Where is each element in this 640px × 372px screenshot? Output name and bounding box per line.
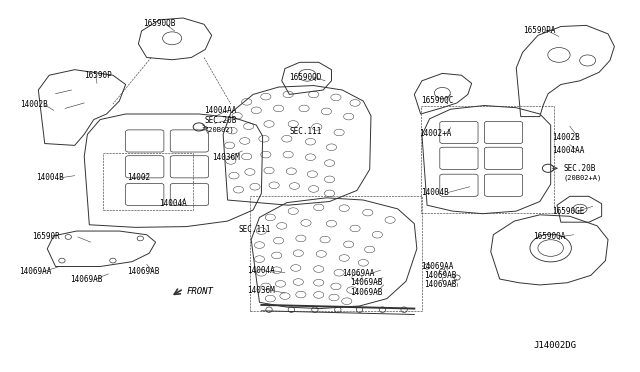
- Text: 14002: 14002: [127, 173, 150, 182]
- Text: 14036M: 14036M: [246, 286, 275, 295]
- Text: 14004B: 14004B: [420, 188, 449, 197]
- Text: 14004AA: 14004AA: [204, 106, 236, 115]
- Text: 16590PA: 16590PA: [523, 26, 555, 35]
- Text: 14069AB: 14069AB: [424, 271, 456, 280]
- Text: 14004B: 14004B: [36, 173, 64, 182]
- Text: 16590QC: 16590QC: [420, 96, 453, 105]
- Text: 14002+A: 14002+A: [419, 129, 451, 138]
- Text: 14069AB: 14069AB: [424, 280, 456, 289]
- Text: 16590R: 16590R: [32, 232, 60, 241]
- Text: 14036M: 14036M: [212, 153, 239, 162]
- Text: (20B02+A): (20B02+A): [563, 174, 602, 181]
- Text: 16590QD: 16590QD: [289, 73, 322, 81]
- Text: 14069AA: 14069AA: [342, 269, 374, 278]
- Text: 14002B: 14002B: [552, 133, 580, 142]
- Text: 14069AA: 14069AA: [420, 262, 453, 271]
- Text: (20B02): (20B02): [204, 126, 234, 133]
- Text: SEC.111: SEC.111: [239, 225, 271, 234]
- Text: 14069AB: 14069AB: [70, 275, 102, 283]
- Text: 14002B: 14002B: [20, 100, 48, 109]
- Text: 14004A: 14004A: [159, 199, 187, 208]
- Text: J14002DG: J14002DG: [534, 341, 577, 350]
- Text: 14069AB: 14069AB: [127, 267, 160, 276]
- Text: SEC.20B: SEC.20B: [204, 116, 236, 125]
- Text: 16590QB: 16590QB: [143, 19, 175, 28]
- Text: SEC.111: SEC.111: [289, 127, 322, 136]
- Text: 16590GE: 16590GE: [552, 206, 585, 216]
- Text: 14004A: 14004A: [246, 266, 275, 275]
- Text: 14069AA: 14069AA: [19, 267, 52, 276]
- Text: 14004AA: 14004AA: [552, 147, 585, 155]
- Text: FRONT: FRONT: [186, 287, 213, 296]
- Text: 16590P: 16590P: [84, 71, 112, 80]
- Text: 14069AB: 14069AB: [351, 278, 383, 287]
- Text: 16590QA: 16590QA: [534, 232, 566, 241]
- Text: SEC.20B: SEC.20B: [563, 164, 596, 173]
- Text: 14069AB: 14069AB: [351, 288, 383, 297]
